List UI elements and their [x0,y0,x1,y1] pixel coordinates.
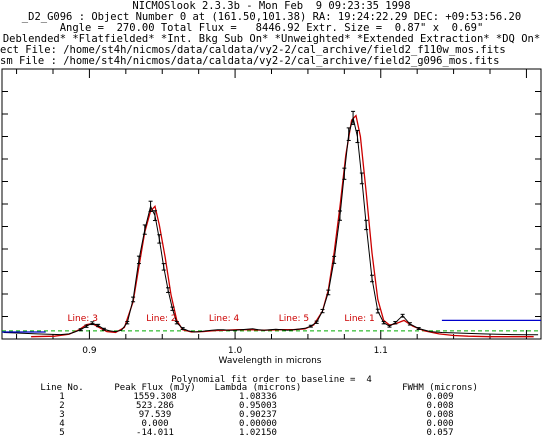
results-cell: -14.011 [136,428,174,438]
results-header: Lambda (microns) [214,383,302,393]
results-header: FWHM (microns) [402,383,478,393]
fit-curve [31,114,534,338]
results-cell: 0.008 [426,401,454,411]
results-cell: 97.539 [138,410,172,420]
header-grism-file: sm File : /home/st4h/nicmos/data/caldata… [0,56,500,67]
results-cell: 1 [59,392,65,402]
header-object-info: _D2_G096 : Object Number 0 at (161.50,10… [21,12,522,23]
header-flags: Deblended* *Flatfielded* *Int. Bkg Sub O… [2,34,541,45]
results-header: Line No. [40,383,84,393]
line-label: Line: 5 [279,314,309,324]
results-title: Polynomial fit order to baseline = 4 [171,375,372,385]
results-cell: 1559.308 [133,392,177,402]
plot-frame [1,68,542,340]
results-cell: 2 [59,401,65,411]
results-cell: 1.08336 [239,392,277,402]
results-cell: 5 [59,428,65,438]
spectrum-line [3,117,539,336]
results-cell: 1.02150 [239,428,277,438]
x-tick-label: 1.1 [374,346,388,356]
results-header: Peak Flux (mJy) [114,383,196,393]
results-cell: 0.90237 [239,410,277,420]
line-label: Line: 4 [209,314,240,324]
x-axis-label: Wavelength in microns [219,356,322,366]
results-cell: 0.00000 [239,419,277,429]
x-tick-label: 1.0 [228,346,243,356]
results-cell: 0.057 [426,428,454,438]
results-cell: 0.95003 [239,401,277,411]
line-label: Line: 2 [146,314,176,324]
line-label: Line: 1 [344,314,374,324]
results-cell: 523.286 [136,401,174,411]
results-cell: 4 [59,419,65,429]
results-cell: 0.000 [426,419,454,429]
results-cell: 0.008 [426,410,454,420]
header-title: NICMOSlook 2.3.3b - Mon Feb 9 09:23:35 1… [132,1,411,12]
results-cell: 3 [59,410,65,420]
header-direct-file: ect File: /home/st4h/nicmos/data/caldata… [0,45,506,56]
header-angle-flux: Angle = 270.00 Total Flux = 8446.92 Extr… [59,23,484,34]
line-label: Line: 3 [68,314,98,324]
x-tick-label: 0.9 [82,346,97,356]
results-cell: 0.009 [426,392,454,402]
results-cell: 0.000 [141,419,169,429]
